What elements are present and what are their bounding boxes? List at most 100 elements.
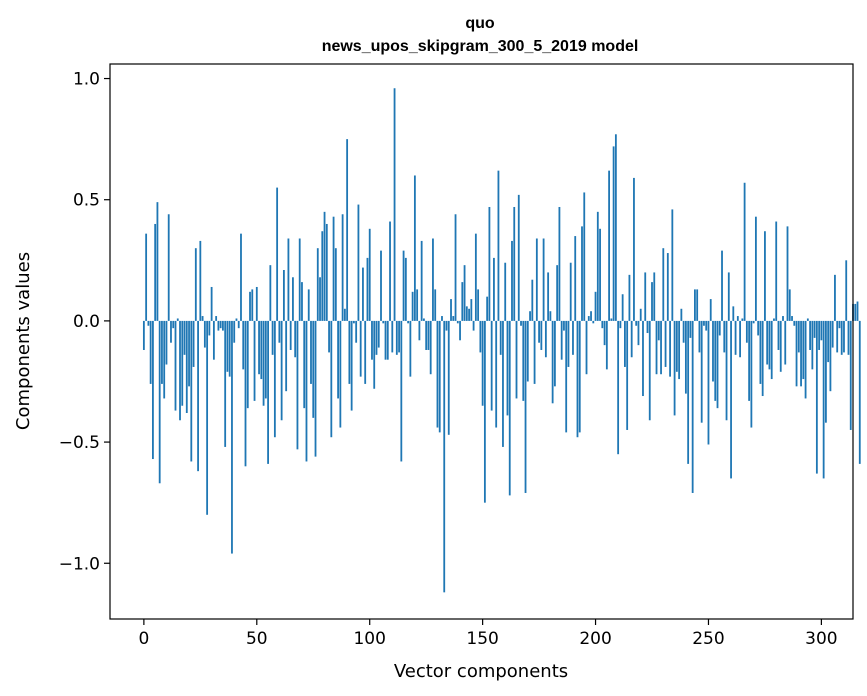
bar xyxy=(804,320,807,399)
bar xyxy=(411,291,414,321)
bar xyxy=(815,320,818,474)
x-tick-label: 250 xyxy=(692,629,724,649)
bar xyxy=(416,289,419,321)
bar xyxy=(709,299,712,321)
bar xyxy=(633,177,635,321)
bar xyxy=(840,320,843,355)
bar xyxy=(301,282,303,321)
bar xyxy=(696,289,699,321)
bar xyxy=(806,318,809,321)
y-tick-label: 0.0 xyxy=(73,312,100,332)
bar xyxy=(276,187,279,321)
bar xyxy=(267,320,269,464)
bar xyxy=(614,134,617,321)
bar xyxy=(328,320,330,353)
bar xyxy=(716,320,719,409)
bar xyxy=(246,320,249,409)
x-axis: 0 50 100 150 200 250 300 xyxy=(138,619,838,649)
bar xyxy=(375,320,378,355)
bar xyxy=(689,320,692,338)
bar xyxy=(766,320,769,365)
bar xyxy=(289,320,292,350)
bar xyxy=(515,320,518,399)
bar xyxy=(813,320,816,338)
bar xyxy=(425,320,428,350)
bar xyxy=(540,320,543,350)
bar xyxy=(669,320,671,377)
bar xyxy=(856,301,859,321)
bar xyxy=(215,316,218,321)
bar xyxy=(316,248,319,321)
bar xyxy=(635,320,638,326)
bar xyxy=(506,320,509,416)
bar xyxy=(739,320,741,358)
bar xyxy=(779,320,782,372)
bar xyxy=(691,320,694,493)
bar xyxy=(391,320,394,353)
bar xyxy=(206,320,209,515)
bar xyxy=(350,320,353,411)
bar xyxy=(325,223,328,321)
bar xyxy=(644,272,647,321)
bar xyxy=(222,320,224,331)
bar xyxy=(163,320,166,399)
bar xyxy=(698,320,701,353)
x-tick-label: 100 xyxy=(353,629,385,649)
y-tick-label: −0.5 xyxy=(59,433,100,453)
bar xyxy=(294,320,297,358)
bar xyxy=(237,320,240,329)
y-tick-label: 0.5 xyxy=(73,191,100,211)
bar xyxy=(355,320,358,343)
bar xyxy=(630,320,633,358)
bar xyxy=(666,253,669,321)
bar xyxy=(624,320,626,367)
bar xyxy=(147,320,150,326)
bar xyxy=(721,250,723,321)
bar xyxy=(594,291,597,321)
bar xyxy=(380,250,382,321)
bar xyxy=(224,320,227,447)
bar xyxy=(201,316,204,321)
bar xyxy=(775,221,778,321)
bar xyxy=(684,320,687,394)
bar xyxy=(827,320,830,363)
bar xyxy=(459,320,461,341)
bar xyxy=(181,320,184,406)
bar xyxy=(341,214,344,321)
bar xyxy=(203,320,206,348)
bar xyxy=(436,320,439,428)
bar xyxy=(249,291,251,321)
bar xyxy=(420,240,423,321)
bar xyxy=(154,223,157,321)
x-tick-label: 0 xyxy=(138,629,149,649)
bar xyxy=(255,286,258,321)
bar xyxy=(529,311,531,321)
bar xyxy=(172,320,175,329)
bar xyxy=(761,320,764,397)
bar xyxy=(784,320,787,365)
bar xyxy=(818,320,821,350)
bar xyxy=(260,320,263,380)
bar xyxy=(777,320,780,350)
bar xyxy=(791,316,793,321)
bar xyxy=(825,320,827,423)
bar xyxy=(768,320,771,370)
bar xyxy=(407,320,410,324)
bar xyxy=(745,320,748,343)
plot-frame xyxy=(109,63,854,620)
bar xyxy=(389,221,391,321)
bar xyxy=(592,320,595,324)
bar xyxy=(773,318,775,321)
bar xyxy=(373,320,376,389)
bar xyxy=(219,320,222,329)
bar xyxy=(142,320,145,350)
bar xyxy=(233,320,236,343)
bar xyxy=(682,320,685,343)
bar xyxy=(212,320,215,360)
bar xyxy=(743,182,746,321)
bar xyxy=(145,233,148,321)
x-tick-label: 300 xyxy=(805,629,837,649)
bar xyxy=(531,279,534,321)
bar xyxy=(292,277,294,321)
bar xyxy=(502,320,504,447)
